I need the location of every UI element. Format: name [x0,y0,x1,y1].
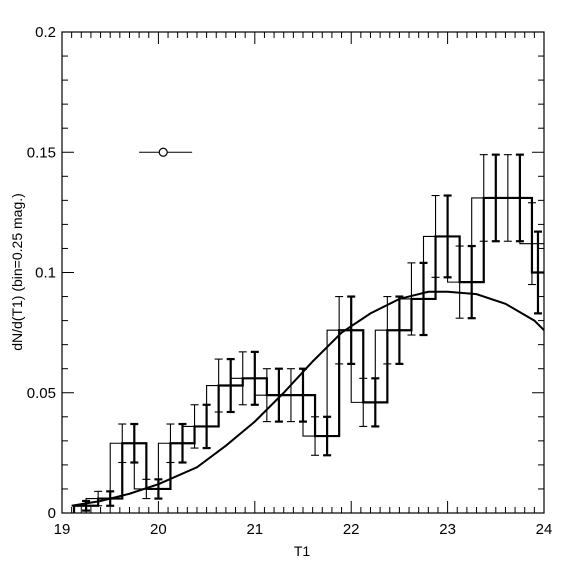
histogram-thick-steps [72,196,544,513]
model-curve-layer [71,290,545,507]
y-tick-label: 0 [48,505,56,522]
x-tick-label: 24 [536,521,553,538]
x-tick-label: 23 [439,521,456,538]
y-tick-label: 0.15 [27,144,56,161]
error-marker-layer [139,147,193,157]
y-tick-label: 0.2 [35,24,56,41]
x-tick-label: 21 [246,521,263,538]
x-tick-label: 22 [343,521,360,538]
y-tick-label: 0.1 [35,265,56,282]
y-axis-title: dN/d(T1) (bin=0.25 mag.) [9,193,25,351]
x-axis-title: T1 [294,543,311,559]
x-tick-label: 20 [150,521,167,538]
y-tick-label: 0.05 [27,385,56,402]
model-curve [71,290,545,507]
error-marker-circle [158,147,168,157]
histograms [72,153,544,513]
tick-labels: 19 20 21 22 23 24 0 0.05 0.1 0.15 0.2 [27,24,553,538]
x-tick-label: 19 [54,521,71,538]
